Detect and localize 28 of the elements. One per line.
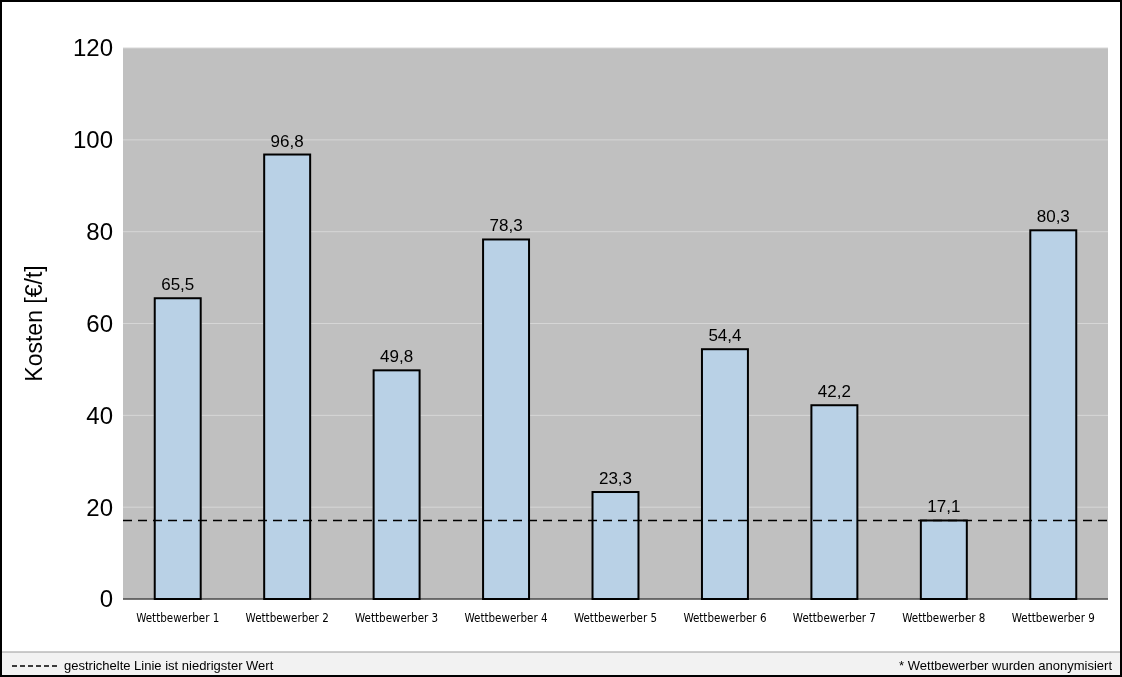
y-tick-label: 100 xyxy=(72,126,113,154)
x-tick-label: Wettbewerber 4 xyxy=(464,611,548,625)
legend-label: gestrichelte Linie ist niedrigster Wert xyxy=(64,658,274,673)
y-tick-label: 80 xyxy=(86,218,113,246)
data-label: 96,8 xyxy=(270,131,304,151)
data-label: 49,8 xyxy=(380,347,414,367)
x-tick-label: Wettbewerber 5 xyxy=(573,611,658,625)
data-label: 42,2 xyxy=(817,382,851,402)
y-tick-label: 0 xyxy=(99,585,113,613)
text: * Wettbewerber wurden anonymisiert xyxy=(899,658,1113,673)
data-label: 23,3 xyxy=(598,469,633,489)
x-tick-label: Wettbewerber 8 xyxy=(902,611,986,625)
data-label: 80,3 xyxy=(1036,207,1070,227)
x-tick-label: Wettbewerber 7 xyxy=(792,611,876,625)
x-tick-label: Wettbewerber 3 xyxy=(355,611,439,625)
y-axis-title: Kosten [€/t] xyxy=(21,265,47,382)
data-label: 54,4 xyxy=(708,326,742,346)
data-label: 17,1 xyxy=(927,497,961,517)
data-label: 65,5 xyxy=(161,275,195,295)
x-tick-label: Wettbewerber 2 xyxy=(245,611,329,625)
y-tick-label: 60 xyxy=(86,309,113,337)
x-tick-label: Wettbewerber 9 xyxy=(1011,611,1095,625)
x-tick-label: Wettbewerber 1 xyxy=(136,611,220,625)
y-tick-label: 40 xyxy=(86,401,113,429)
y-tick-label: 120 xyxy=(72,34,113,62)
data-label: 78,3 xyxy=(489,216,523,236)
y-tick-label: 20 xyxy=(86,493,113,521)
x-tick-label: Wettbewerber 6 xyxy=(683,611,767,625)
